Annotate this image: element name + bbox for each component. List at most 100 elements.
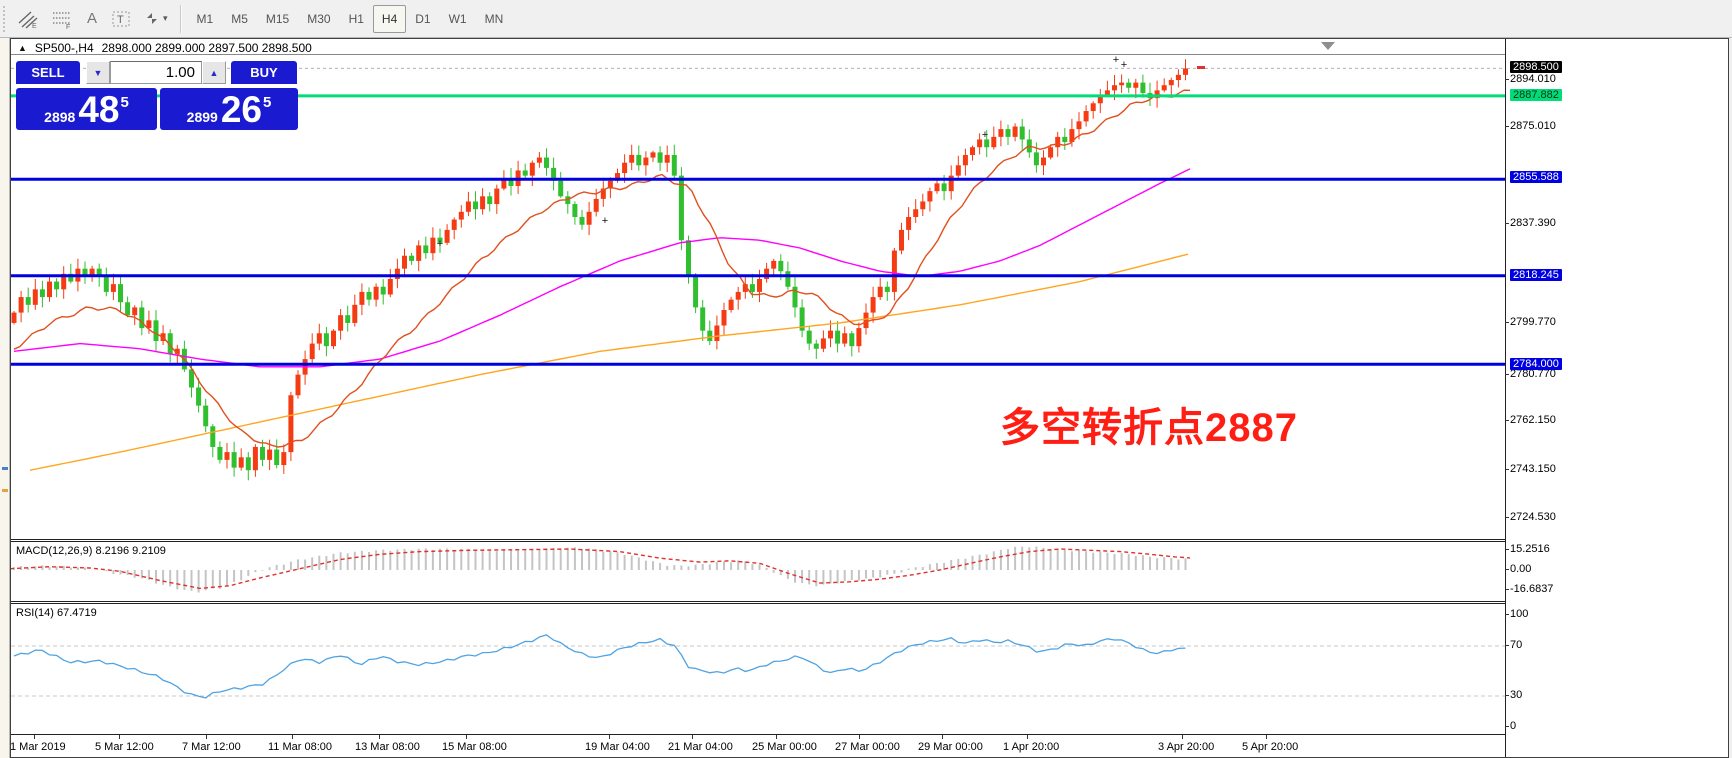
draw-channel-icon[interactable]: E [11, 6, 45, 32]
chart-shift-marker-icon[interactable] [1321, 42, 1335, 50]
svg-text:T: T [117, 14, 124, 26]
price-tick-100: 100 [1505, 608, 1529, 621]
time-tick [1027, 735, 1028, 739]
price-tick-2780.770: 2780.770 [1505, 368, 1556, 381]
time-tick [34, 735, 35, 739]
left-dock-strip [0, 38, 10, 758]
price-tick-2799.770: 2799.770 [1505, 316, 1556, 329]
timeframe-button-W1[interactable]: W1 [448, 11, 467, 26]
time-tick [466, 735, 467, 739]
one-click-trade-panel: SELL ▼ ▲ BUY 2898 48 5 2899 26 5 [16, 61, 298, 130]
dock-mark-blue [2, 467, 8, 470]
time-tick [206, 735, 207, 739]
price-tick-2875.010: 2875.010 [1505, 120, 1556, 133]
chart-symbol-label: SP500-,H4 [34, 41, 94, 55]
svg-text:F: F [66, 24, 70, 29]
time-tick [859, 735, 860, 739]
tick-dash [1505, 614, 1509, 615]
macd-label: MACD(12,26,9) 8.2196 9.2109 [16, 545, 166, 557]
svg-text:+: + [982, 129, 988, 141]
time-tick [119, 735, 120, 739]
volume-input[interactable] [110, 61, 202, 84]
time-label-29-Mar-00-00: 29 Mar 00:00 [918, 741, 983, 753]
time-tick [1182, 735, 1183, 739]
timeframe-button-D1[interactable]: D1 [415, 11, 431, 26]
title-divider [11, 54, 1505, 55]
price-tick--16.6837: -16.6837 [1505, 583, 1554, 596]
svg-text:+: + [1121, 59, 1127, 71]
buy-price-main: 26 [220, 89, 262, 130]
buy-price-pip: 5 [262, 94, 272, 111]
tick-dash [1505, 126, 1509, 127]
time-tick [292, 735, 293, 739]
price-tick-0: 0 [1505, 720, 1517, 733]
collapse-icon[interactable]: ▲ [18, 43, 27, 53]
tick-dash [1505, 726, 1509, 727]
tick-dash [1505, 223, 1509, 224]
price-tick-2784.000: 2784.000 [1510, 358, 1562, 371]
time-label-1-Mar-2019: 1 Mar 2019 [10, 741, 66, 753]
price-tick-0.00: 0.00 [1505, 563, 1532, 576]
timeframe-button-MN[interactable]: MN [484, 11, 504, 26]
toolbar-grip[interactable] [3, 5, 7, 32]
time-label-5-Mar-12-00: 5 Mar 12:00 [95, 741, 154, 753]
toolbar-separator [179, 4, 182, 33]
tick-dash [1505, 589, 1509, 590]
rsi-panel-top-border [11, 603, 1505, 604]
chart-text-annotation: 多空转折点2887 [1000, 406, 1298, 450]
timeframe-button-H4[interactable]: H4 [372, 4, 407, 33]
text-a-icon[interactable]: A [86, 10, 97, 27]
top-toolbar: E F A T ▾ M1 M5 M15 M30 H1 H4 D1 W1 MN [0, 0, 1732, 38]
tick-dash [1505, 569, 1509, 570]
price-tick-2724.530: 2724.530 [1505, 511, 1556, 524]
timeframe-button-M1[interactable]: M1 [196, 11, 214, 26]
buy-button[interactable]: BUY [231, 61, 297, 84]
price-tick-2855.588: 2855.588 [1510, 171, 1562, 184]
tick-dash [1505, 420, 1509, 421]
fibonacci-icon[interactable]: F [45, 6, 79, 32]
arrows-icon[interactable]: ▾ [137, 6, 174, 32]
sell-price-box[interactable]: 2898 48 5 [16, 88, 157, 130]
text-label-icon[interactable]: T [105, 6, 137, 32]
sell-price-main: 48 [78, 89, 120, 130]
svg-text:+: + [1113, 55, 1119, 66]
buy-price-box[interactable]: 2899 26 5 [160, 88, 298, 130]
tick-dash [1505, 79, 1509, 80]
tick-dash [1505, 517, 1509, 518]
price-tick-2837.390: 2837.390 [1505, 217, 1556, 230]
time-label-19-Mar-04-00: 19 Mar 04:00 [585, 741, 650, 753]
timeframe-button-M15[interactable]: M15 [265, 11, 290, 26]
time-label-15-Mar-08-00: 15 Mar 08:00 [442, 741, 507, 753]
price-tick-2894.010: 2894.010 [1505, 73, 1556, 86]
timeframe-button-M30[interactable]: M30 [307, 11, 331, 26]
price-tick-2887.882: 2887.882 [1510, 89, 1562, 102]
chevron-down-icon: ▾ [163, 13, 168, 23]
time-label-3-Apr-20-00: 3 Apr 20:00 [1158, 741, 1215, 753]
time-tick [379, 735, 380, 739]
time-label-25-Mar-00-00: 25 Mar 00:00 [752, 741, 817, 753]
macd-panel-bottom-border [11, 601, 1505, 602]
price-tick-2743.150: 2743.150 [1505, 463, 1556, 476]
rsi-label: RSI(14) 67.4719 [16, 607, 97, 619]
time-tick [609, 735, 610, 739]
macd-panel-canvas[interactable] [11, 542, 1505, 601]
price-tick-70: 70 [1505, 639, 1523, 652]
tick-dash [1505, 695, 1509, 696]
timeframe-button-M5[interactable]: M5 [231, 11, 248, 26]
timeframe-button-H1[interactable]: H1 [348, 11, 364, 26]
tick-dash [1505, 322, 1509, 323]
time-label-27-Mar-00-00: 27 Mar 00:00 [835, 741, 900, 753]
svg-text:E: E [32, 23, 37, 29]
volume-increase-button[interactable]: ▲ [202, 61, 226, 84]
sell-button[interactable]: SELL [16, 61, 80, 84]
chart-title-row: ▲ SP500-,H4 2898.000 2899.000 2897.500 2… [18, 41, 312, 55]
macd-panel-top-border [11, 541, 1505, 542]
dock-mark-orange [2, 489, 8, 492]
volume-decrease-button[interactable]: ▼ [86, 61, 110, 84]
tick-dash [1505, 645, 1509, 646]
sell-price-pip: 5 [120, 94, 129, 111]
svg-text:+: + [602, 215, 608, 227]
main-chart-canvas[interactable]: ++++ + [11, 55, 1505, 539]
sell-price-prefix: 2898 [44, 109, 76, 125]
rsi-panel-canvas[interactable] [11, 604, 1505, 734]
